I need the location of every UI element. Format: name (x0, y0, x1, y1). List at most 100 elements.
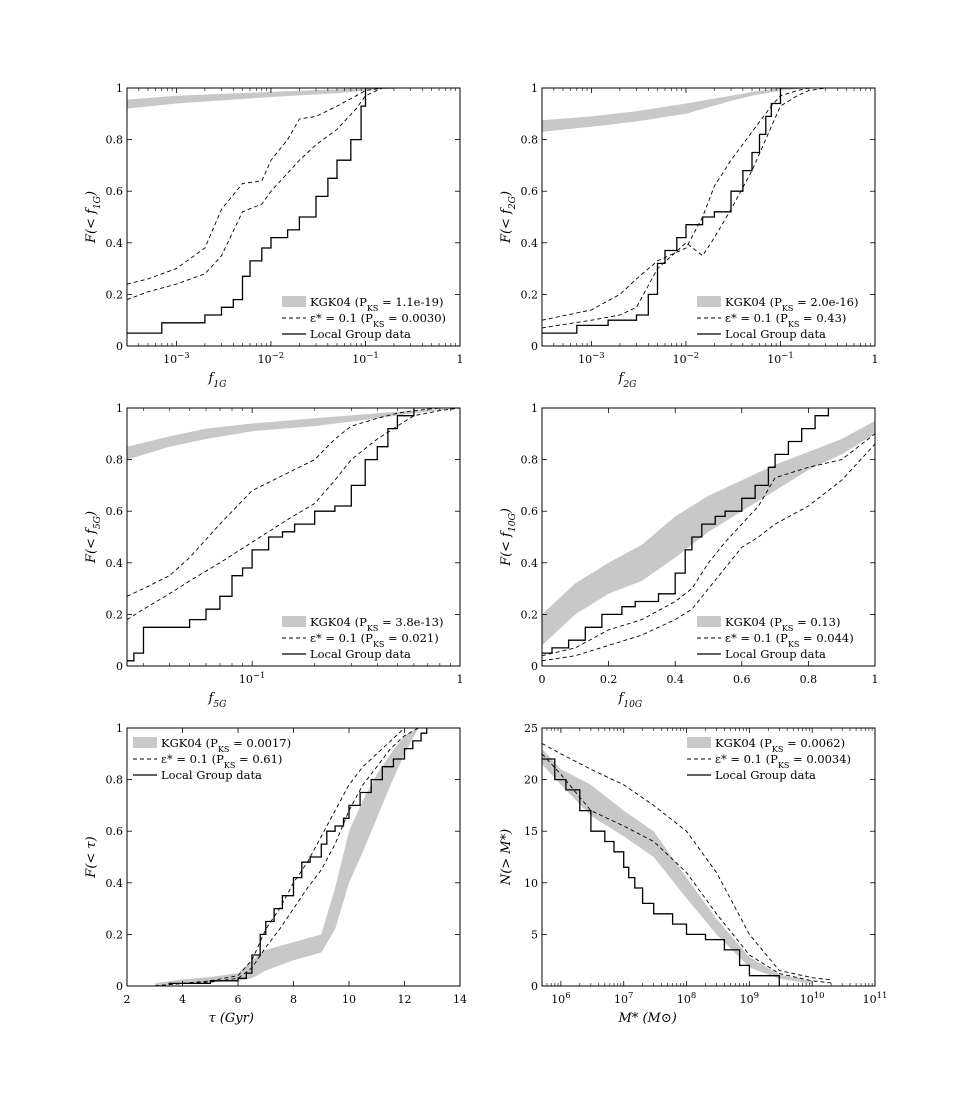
x-axis-title: f10G (618, 691, 643, 710)
x-tick-label: 10−1 (239, 671, 266, 686)
chart-panel-2: 10−3 10−2 10−1 1 0 0.2 0.4 0.6 0.8 1 f2G F(< f2G) KG… (499, 82, 879, 390)
y-tick-label: 1 (116, 722, 123, 735)
legend-label: Local Group data (715, 768, 816, 782)
x-tick-label: 8 (290, 993, 297, 1006)
legend-label: ε* = 0.1 (PKS = 0.021) (310, 631, 439, 649)
y-tick-label: 1 (116, 402, 123, 415)
legend-label: KGK04 (PKS = 2.0e-16) (725, 295, 858, 313)
x-tick-label: 1011 (863, 991, 888, 1006)
model-line-2 (542, 753, 832, 984)
y-tick-label: 0 (116, 340, 123, 353)
chart-panel-3: 10−1 1 0 0.2 0.4 0.6 0.8 1 f5G F(< f5G) KGK04 (PKS… (84, 402, 464, 710)
model-line-1 (542, 743, 832, 981)
model-line-2 (542, 443, 875, 662)
local-group-data-line (127, 408, 415, 662)
legend-label: ε* = 0.1 (PKS = 0.044) (725, 631, 854, 649)
model-line-1 (542, 88, 826, 321)
legend-label: ε* = 0.1 (PKS = 0.43) (725, 311, 846, 329)
x-tick-label: 108 (677, 991, 696, 1006)
x-axis-title: f5G (208, 691, 227, 710)
legend-label: Local Group data (310, 647, 411, 661)
local-group-data-line (542, 408, 830, 654)
local-group-data-line (542, 88, 798, 334)
y-tick-label: 1 (116, 82, 123, 95)
legend-label: KGK04 (PKS = 0.0062) (715, 736, 845, 754)
x-tick-label: 10−1 (352, 351, 379, 366)
y-tick-label: 0.8 (106, 134, 124, 147)
x-tick-label: 0 (539, 673, 546, 686)
x-tick-label: 1 (872, 353, 879, 366)
chart-panel-6: 106 107 108 109 1010 1011 0 5 10 15 20 25 M* (M⊙) N(>… (499, 722, 887, 1026)
y-tick-label: 0.4 (106, 557, 124, 570)
axes-frame (126, 407, 461, 667)
x-tick-label: 4 (179, 993, 186, 1006)
x-tick-label: 10−3 (163, 351, 190, 366)
axes-frame (126, 87, 461, 347)
local-group-data-line (127, 88, 394, 334)
y-tick-label: 0.8 (106, 774, 124, 787)
kgk04-band (542, 748, 813, 984)
model-line-2 (127, 408, 460, 620)
kgk04-band (154, 728, 419, 986)
model-line-1 (127, 408, 460, 597)
plot-area (154, 728, 428, 986)
legend: KGK04 (PKS = 0.13)ε* = 0.1 (PKS = 0.044)… (697, 615, 854, 661)
y-tick-label: 15 (524, 825, 538, 838)
y-tick-label: 0.8 (521, 134, 539, 147)
local-group-data-line (542, 758, 780, 986)
x-axis-title: τ (Gyr) (209, 1011, 254, 1026)
y-axis-title: F(< f1G) (84, 191, 103, 244)
plot-area (127, 88, 394, 334)
y-tick-label: 0.2 (106, 608, 124, 621)
x-tick-label: 0.4 (666, 673, 684, 686)
x-tick-label: 12 (398, 993, 412, 1006)
y-tick-label: 5 (531, 928, 538, 941)
x-tick-label: 0.6 (733, 673, 751, 686)
y-tick-label: 0.6 (106, 825, 124, 838)
y-axis-title: F(< f2G) (499, 191, 518, 244)
legend-label: KGK04 (PKS = 3.8e-13) (310, 615, 443, 633)
y-tick-label: 0.4 (106, 237, 124, 250)
legend-label: Local Group data (725, 647, 826, 661)
x-tick-label: 10−2 (673, 351, 700, 366)
y-tick-label: 0 (531, 340, 538, 353)
x-tick-label: 0.8 (800, 673, 818, 686)
y-tick-label: 0 (531, 660, 538, 673)
x-tick-label: 0.2 (600, 673, 618, 686)
y-tick-label: 0.4 (521, 557, 539, 570)
legend-label: Local Group data (725, 327, 826, 341)
y-tick-label: 0.8 (521, 454, 539, 467)
legend-label: KGK04 (PKS = 1.1e-19) (310, 295, 443, 313)
legend-label: KGK04 (PKS = 0.0017) (161, 736, 291, 754)
x-tick-label: 6 (235, 993, 242, 1006)
y-axis-title: F(< τ) (84, 836, 99, 878)
x-axis-title: f2G (618, 371, 637, 390)
legend-band-swatch (282, 296, 306, 307)
x-tick-label: 106 (551, 991, 570, 1006)
y-tick-label: 0.6 (106, 185, 124, 198)
x-tick-label: 1 (457, 673, 464, 686)
x-tick-label: 10−2 (258, 351, 285, 366)
y-tick-label: 0.6 (521, 505, 539, 518)
axes-frame (541, 727, 876, 987)
chart-panel-4: 0 0.2 0.4 0.6 0.8 1 0 0.2 0.4 0.6 0.8 1 f10G F(< f10G… (499, 402, 879, 710)
plot-area (542, 743, 832, 986)
kgk04-band (542, 420, 875, 646)
y-axis-title: N(> M*) (499, 829, 514, 886)
x-tick-label: 10 (342, 993, 356, 1006)
legend: KGK04 (PKS = 0.0062)ε* = 0.1 (PKS = 0.00… (687, 736, 851, 782)
y-tick-label: 0.2 (521, 608, 539, 621)
legend: KGK04 (PKS = 2.0e-16)ε* = 0.1 (PKS = 0.4… (697, 295, 858, 341)
axes-frame (541, 87, 876, 347)
chart-panel-5: 2 4 6 8 10 12 14 0 0.2 0.4 0.6 0.8 1 τ (Gyr) F(< τ) KGK… (84, 722, 467, 1026)
x-tick-label: 109 (740, 991, 759, 1006)
legend-label: Local Group data (310, 327, 411, 341)
legend-band-swatch (697, 616, 721, 627)
x-axis-title: M* (M⊙) (618, 1011, 677, 1026)
model-line-1 (127, 88, 394, 285)
y-tick-label: 1 (531, 402, 538, 415)
model-line-1 (542, 433, 875, 657)
y-tick-label: 0 (531, 980, 538, 993)
x-tick-label: 1 (872, 673, 879, 686)
